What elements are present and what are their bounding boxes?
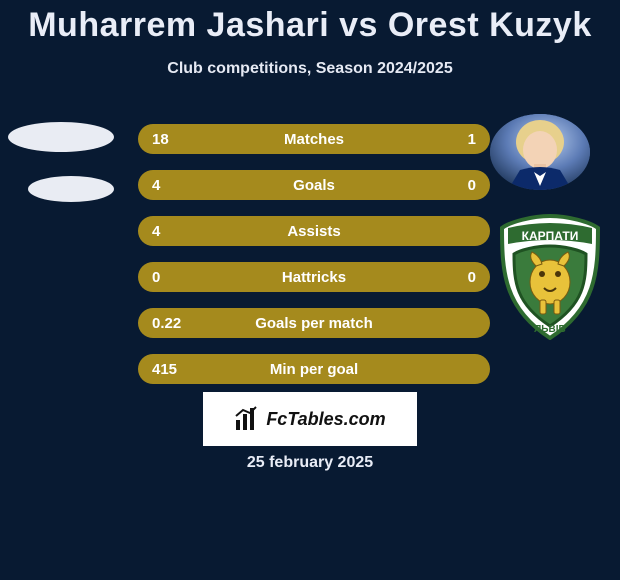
stat-label: Min per goal (200, 361, 428, 378)
stat-row-assists: 4 Assists (138, 216, 490, 246)
stats-table: 18 Matches 1 4 Goals 0 4 Assists 0 Hattr… (138, 124, 490, 400)
stat-left-value: 415 (152, 361, 200, 378)
stat-label: Hattricks (200, 269, 428, 286)
stat-right-value: 0 (428, 269, 476, 286)
right-player-club-logo: КАРПАТИ ЛЬВІВ (498, 214, 602, 340)
right-player-avatar (490, 114, 590, 190)
stat-left-value: 4 (152, 177, 200, 194)
stat-left-value: 4 (152, 223, 200, 240)
brand-label: FcTables.com (266, 409, 385, 430)
season-subtitle: Club competitions, Season 2024/2025 (0, 60, 620, 78)
page-title: Muharrem Jashari vs Orest Kuzyk (0, 6, 620, 45)
club-crest-icon: КАРПАТИ ЛЬВІВ (498, 214, 602, 340)
date-label: 25 february 2025 (0, 454, 620, 472)
stat-row-matches: 18 Matches 1 (138, 124, 490, 154)
stat-row-goals: 4 Goals 0 (138, 170, 490, 200)
stat-left-value: 0 (152, 269, 200, 286)
stat-left-value: 18 (152, 131, 200, 148)
stat-left-value: 0.22 (152, 315, 200, 332)
stat-label: Goals per match (200, 315, 428, 332)
bar-chart-icon (234, 406, 260, 432)
stat-row-goals-per-match: 0.22 Goals per match (138, 308, 490, 338)
stat-label: Assists (200, 223, 428, 240)
stat-right-value: 1 (428, 131, 476, 148)
left-player-avatar-placeholder (8, 122, 114, 152)
svg-text:КАРПАТИ: КАРПАТИ (522, 229, 579, 243)
stat-label: Matches (200, 131, 428, 148)
stat-row-hattricks: 0 Hattricks 0 (138, 262, 490, 292)
comparison-card: Muharrem Jashari vs Orest Kuzyk Club com… (0, 0, 620, 580)
stat-label: Goals (200, 177, 428, 194)
avatar-icon (490, 114, 590, 190)
left-player-club-placeholder (28, 176, 114, 202)
svg-text:ЛЬВІВ: ЛЬВІВ (534, 324, 565, 335)
stat-right-value: 0 (428, 177, 476, 194)
stat-row-min-per-goal: 415 Min per goal (138, 354, 490, 384)
fctables-link[interactable]: FcTables.com (203, 392, 417, 446)
